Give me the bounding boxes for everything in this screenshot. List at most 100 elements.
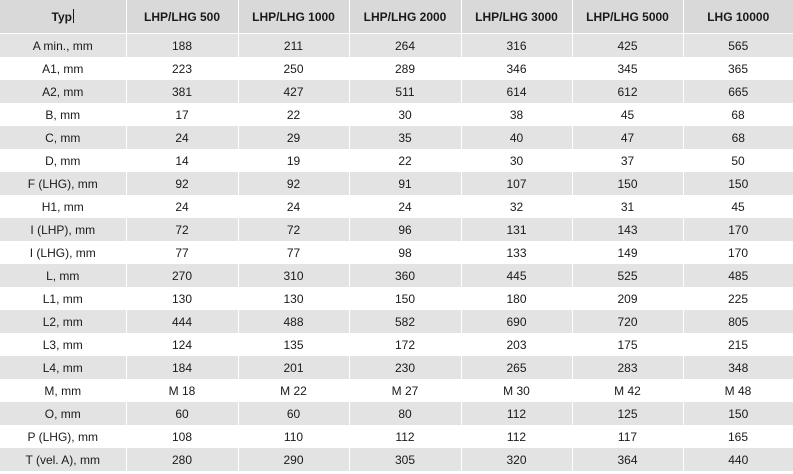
table-cell: 614 — [461, 80, 573, 103]
table-cell: 112 — [461, 425, 573, 448]
table-row: L, mm 270 310 360 445 525 485 — [0, 264, 793, 287]
table-cell: 108 — [126, 425, 239, 448]
table-cell: 24 — [238, 195, 350, 218]
table-cell: 720 — [572, 310, 684, 333]
table-cell: M 27 — [349, 379, 462, 402]
table-cell: 72 — [126, 218, 239, 241]
table-cell: 50 — [683, 149, 793, 172]
table-row: L1, mm 130 130 150 180 209 225 — [0, 287, 793, 310]
table-cell: 310 — [238, 264, 350, 287]
table-cell: M 18 — [126, 379, 239, 402]
table-cell: 35 — [349, 126, 462, 149]
table-cell: 68 — [683, 126, 793, 149]
column-header-model: LHP/LHG 500 — [126, 0, 239, 34]
row-label: A2, mm — [0, 80, 127, 103]
table-cell: 440 — [683, 448, 793, 471]
table-cell: 203 — [461, 333, 573, 356]
table-cell: 172 — [349, 333, 462, 356]
table-cell: 805 — [683, 310, 793, 333]
table-row: T (vel. A), mm 280 290 305 320 364 440 — [0, 448, 793, 471]
table-cell: 201 — [238, 356, 350, 379]
table-cell: 175 — [572, 333, 684, 356]
table-cell: 131 — [461, 218, 573, 241]
table-cell: M 42 — [572, 379, 684, 402]
table-cell: 107 — [461, 172, 573, 195]
table-cell: 444 — [126, 310, 239, 333]
table-cell: 112 — [461, 402, 573, 425]
row-label: C, mm — [0, 126, 127, 149]
table-cell: 68 — [683, 103, 793, 126]
table-row: P (LHG), mm 108 110 112 112 117 165 — [0, 425, 793, 448]
table-cell: 225 — [683, 287, 793, 310]
row-label: M, mm — [0, 379, 127, 402]
table-cell: 80 — [349, 402, 462, 425]
table-cell: 215 — [683, 333, 793, 356]
row-label: P (LHG), mm — [0, 425, 127, 448]
row-label: H1, mm — [0, 195, 127, 218]
row-label: L1, mm — [0, 287, 127, 310]
table-row: F (LHG), mm 92 92 91 107 150 150 — [0, 172, 793, 195]
row-label: L, mm — [0, 264, 127, 287]
table-cell: 348 — [683, 356, 793, 379]
table-cell: 45 — [572, 103, 684, 126]
header-row: Typ LHP/LHG 500 LHP/LHG 1000 LHP/LHG 2000 LH… — [0, 0, 793, 34]
table-row: A2, mm 381 427 511 614 612 665 — [0, 80, 793, 103]
row-label: A min., mm — [0, 33, 127, 57]
table-cell: 149 — [572, 241, 684, 264]
table-cell: 665 — [683, 80, 793, 103]
column-header-model: LHP/LHG 5000 — [572, 0, 684, 34]
table-cell: 47 — [572, 126, 684, 149]
table-cell: 72 — [238, 218, 350, 241]
table-cell: 124 — [126, 333, 239, 356]
row-label: A1, mm — [0, 57, 127, 80]
column-header-typ: Typ — [0, 0, 127, 34]
table-cell: 91 — [349, 172, 462, 195]
table-cell: 488 — [238, 310, 350, 333]
table-cell: 230 — [349, 356, 462, 379]
table-cell: 24 — [126, 195, 239, 218]
table-cell: 565 — [683, 33, 793, 57]
table-cell: 188 — [126, 33, 239, 57]
table-cell: 133 — [461, 241, 573, 264]
table-cell: 582 — [349, 310, 462, 333]
table-cell: M 22 — [238, 379, 350, 402]
table-cell: 180 — [461, 287, 573, 310]
table-cell: 31 — [572, 195, 684, 218]
column-header-label: Typ — [51, 10, 72, 24]
table-cell: 110 — [238, 425, 350, 448]
row-label: L4, mm — [0, 356, 127, 379]
table-cell: 22 — [349, 149, 462, 172]
table-cell: 60 — [126, 402, 239, 425]
table-cell: 170 — [683, 241, 793, 264]
table-cell: 92 — [238, 172, 350, 195]
table-cell: 45 — [683, 195, 793, 218]
table-cell: 211 — [238, 33, 350, 57]
row-label: L3, mm — [0, 333, 127, 356]
row-label: B, mm — [0, 103, 127, 126]
table-row: I (LHP), mm 72 72 96 131 143 170 — [0, 218, 793, 241]
table-cell: 77 — [126, 241, 239, 264]
table-cell: 38 — [461, 103, 573, 126]
column-header-label: LHP/LHG 3000 — [475, 9, 558, 24]
table-cell: 365 — [683, 57, 793, 80]
table-row: H1, mm 24 24 24 32 31 45 — [0, 195, 793, 218]
table-row: A min., mm 188 211 264 316 425 565 — [0, 33, 793, 57]
table-cell: M 30 — [461, 379, 573, 402]
table-cell: 265 — [461, 356, 573, 379]
table-cell: 112 — [349, 425, 462, 448]
table-row: L3, mm 124 135 172 203 175 215 — [0, 333, 793, 356]
table-cell: 24 — [126, 126, 239, 149]
table-cell: 29 — [238, 126, 350, 149]
column-header-label: LHP/LHG 2000 — [363, 9, 447, 24]
table-cell: 22 — [238, 103, 350, 126]
table-cell: 270 — [126, 264, 239, 287]
table-cell: 289 — [349, 57, 462, 80]
table-cell: 40 — [461, 126, 573, 149]
table-cell: 14 — [126, 149, 239, 172]
table-header: Typ LHP/LHG 500 LHP/LHG 1000 LHP/LHG 2000 LH… — [0, 0, 793, 34]
table-cell: 209 — [572, 287, 684, 310]
table-cell: 381 — [126, 80, 239, 103]
table-cell: 184 — [126, 356, 239, 379]
table-cell: 30 — [461, 149, 573, 172]
